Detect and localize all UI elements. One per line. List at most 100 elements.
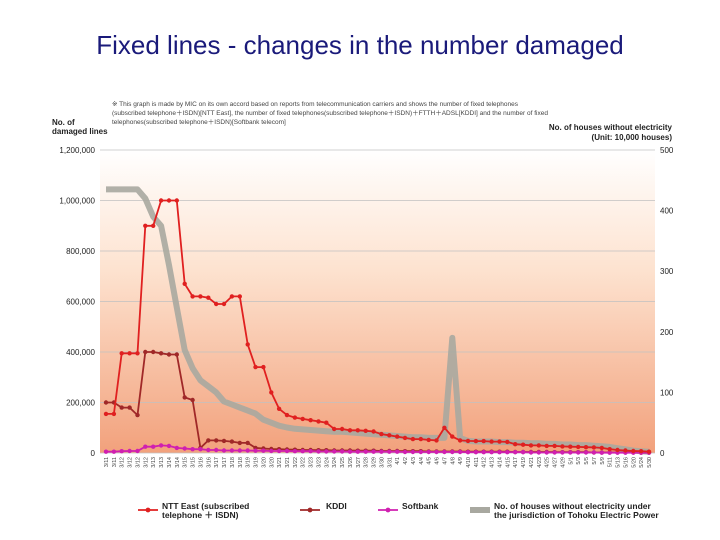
data-point	[111, 411, 117, 417]
x-tick-label: 3/28	[364, 457, 370, 468]
x-tick-label: 3/16	[198, 457, 204, 468]
data-point	[544, 443, 549, 449]
y-right-label: (Unit: 10,000 houses)	[592, 133, 673, 142]
data-point	[166, 352, 172, 357]
data-point	[261, 364, 266, 370]
data-point	[103, 411, 109, 417]
chart-note-line: (subscribed telephone＋ISDN)[NTT East], t…	[112, 109, 548, 117]
x-tick-label: 3/15	[191, 457, 197, 468]
legend-label: No. of houses without electricity under	[494, 501, 651, 511]
slide-title: Fixed lines - changes in the number dama…	[96, 30, 624, 60]
data-point	[402, 449, 408, 455]
data-point	[489, 439, 494, 444]
x-tick-label: 3/12	[135, 457, 141, 468]
data-point	[536, 450, 541, 455]
x-tick-label: 4/1	[395, 457, 401, 465]
data-point	[292, 449, 298, 454]
y-left-tick: 400,000	[66, 348, 95, 357]
x-tick-label: 4/12	[482, 457, 488, 468]
data-point	[489, 450, 494, 455]
data-point	[206, 447, 211, 453]
data-point	[221, 438, 227, 444]
data-point	[339, 426, 345, 432]
x-tick-label: 3/17	[214, 457, 220, 468]
data-point	[552, 450, 557, 455]
legend-label: NTT East (subscribed	[162, 501, 249, 511]
data-point	[237, 440, 242, 446]
x-tick-label: 3/11	[104, 457, 110, 467]
x-tick-label: 4/19	[521, 457, 527, 468]
data-point	[127, 351, 132, 356]
legend-marker	[307, 507, 313, 513]
x-tick-label: 5/16	[623, 457, 629, 468]
legend-label: telephone ＋ ISDN)	[162, 510, 239, 520]
data-point	[355, 449, 360, 454]
data-point	[371, 429, 376, 434]
x-tick-label: 3/27	[356, 457, 362, 468]
data-point	[465, 450, 471, 455]
x-tick-label: 3/11	[112, 457, 118, 467]
x-tick-label: 5/20	[631, 457, 637, 468]
data-point	[127, 405, 132, 410]
data-point	[363, 449, 368, 454]
data-point	[402, 435, 408, 441]
x-tick-label: 4/7	[442, 457, 448, 465]
data-point	[450, 434, 455, 439]
x-tick-label: 5/30	[647, 457, 653, 468]
data-point	[143, 223, 148, 228]
x-tick-label: 3/13	[151, 457, 157, 468]
data-point	[528, 443, 534, 448]
data-point	[332, 426, 337, 432]
data-point	[182, 395, 187, 400]
data-point	[544, 450, 549, 455]
data-point	[261, 448, 266, 453]
x-tick-label: 4/8	[450, 457, 456, 465]
x-tick-label: 4/29	[560, 457, 566, 468]
data-point	[190, 397, 195, 403]
y-left-label: No. of	[52, 118, 75, 127]
x-tick-label: 3/14	[167, 457, 173, 468]
x-tick-label: 3/24	[332, 457, 338, 468]
data-point	[576, 444, 581, 450]
data-point	[206, 295, 211, 300]
data-point	[158, 443, 164, 448]
data-point	[206, 438, 211, 443]
data-point	[135, 412, 140, 418]
x-tick-label: 3/31	[387, 457, 393, 468]
x-tick-label: 4/17	[513, 457, 519, 468]
data-point	[119, 449, 124, 454]
data-point	[583, 445, 589, 450]
x-tick-label: 3/15	[183, 457, 189, 468]
data-point	[442, 449, 447, 455]
x-tick-label: 3/20	[261, 457, 267, 468]
data-point	[174, 352, 179, 357]
x-tick-label: 3/26	[348, 457, 354, 468]
data-point	[371, 449, 376, 454]
x-tick-label: 3/16	[206, 457, 212, 468]
x-tick-label: 3/30	[379, 457, 385, 468]
data-point	[395, 434, 400, 439]
x-tick-label: 4/4	[419, 457, 425, 465]
x-tick-label: 5/5	[584, 457, 590, 465]
data-point	[143, 444, 148, 449]
data-point	[190, 447, 195, 452]
data-point	[591, 445, 597, 450]
x-tick-label: 3/14	[175, 457, 181, 468]
series-line-electricity	[106, 186, 650, 455]
x-tick-label: 4/23	[537, 457, 543, 468]
data-point	[638, 449, 644, 454]
data-point	[607, 447, 612, 452]
data-point	[221, 301, 227, 307]
x-tick-label: 4/5	[427, 457, 433, 465]
data-point	[127, 448, 132, 454]
series-line-ntt	[106, 199, 650, 453]
data-point	[229, 448, 235, 453]
data-point	[119, 351, 124, 356]
x-tick-label: 3/23	[309, 457, 315, 468]
x-tick-label: 5/3	[576, 457, 582, 465]
x-tick-label: 3/13	[159, 457, 165, 468]
data-point	[560, 444, 565, 449]
x-tick-label: 4/25	[545, 457, 551, 468]
x-tick-label: 3/12	[143, 457, 149, 468]
x-tick-label: 4/14	[497, 457, 503, 468]
